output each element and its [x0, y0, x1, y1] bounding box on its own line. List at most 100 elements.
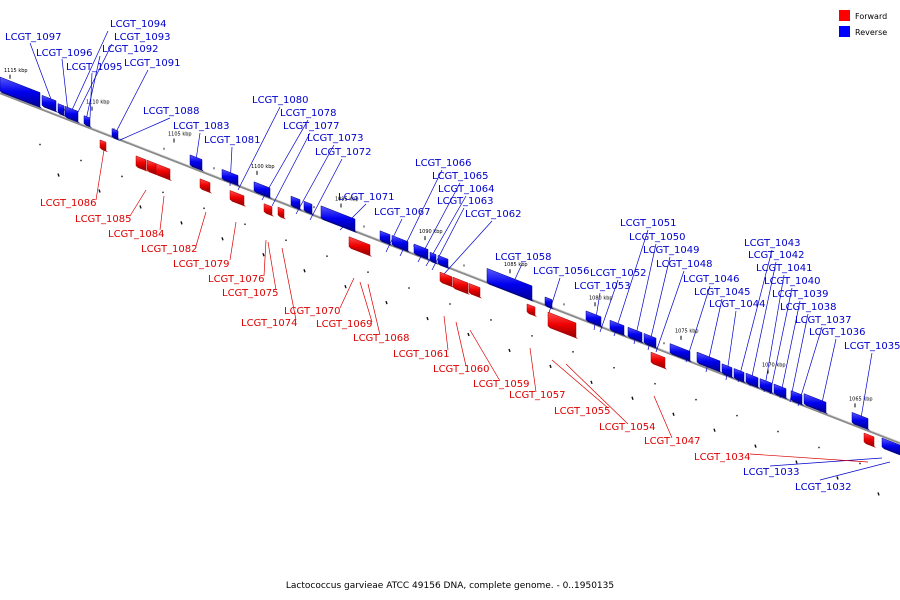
leader-line	[431, 207, 465, 271]
gene-shadow	[430, 260, 438, 265]
leader-line	[819, 338, 837, 413]
gene-lcgt-1042[interactable]	[745, 372, 759, 388]
gene-shadow	[278, 215, 286, 220]
dot	[508, 348, 511, 353]
gene-lcgt-1061[interactable]	[439, 271, 453, 287]
gene-lcgt-1046[interactable]	[669, 343, 691, 361]
gene-lcgt-1047[interactable]	[650, 351, 666, 368]
gene-lcgt-1079[interactable]	[229, 190, 245, 206]
gene-lcgt-1067[interactable]	[391, 235, 409, 252]
gene-lcgt-1094[interactable]	[64, 105, 79, 122]
gene-shadow	[697, 362, 722, 373]
gene-lcgt-1060[interactable]	[452, 276, 469, 294]
gene-lcgt-1082[interactable]	[199, 178, 211, 193]
gene-lcgt-1078[interactable]	[290, 195, 301, 210]
gene-shadow	[200, 187, 212, 194]
gene-lcgt-1086[interactable]	[99, 139, 107, 151]
gene-label: LCGT_1065	[432, 171, 489, 182]
dot	[490, 319, 492, 321]
gene-label: LCGT_1094	[110, 19, 167, 30]
gene-shadow	[321, 217, 357, 234]
gene-lcgt-1036[interactable]	[803, 393, 827, 413]
gene-lcgt-1033[interactable]	[881, 437, 900, 455]
gene-lcgt-1071[interactable]	[379, 230, 391, 245]
gene-shadow	[291, 205, 302, 211]
leader-line	[599, 279, 619, 333]
gene-lcgt-1076[interactable]	[263, 203, 273, 216]
gene-label: LCGT_1085	[75, 214, 132, 225]
gene-lcgt-1053[interactable]	[585, 310, 602, 327]
gene-shadow	[65, 116, 80, 124]
gene-lcgt-1049[interactable]	[643, 333, 657, 348]
gene-lcgt-1058[interactable]	[486, 268, 533, 301]
dot	[549, 364, 552, 369]
legend-label-forward: Forward	[855, 12, 887, 21]
gene-shadow	[651, 362, 667, 370]
leader-line	[195, 211, 207, 247]
dot	[877, 492, 880, 496]
gene-lcgt-1095[interactable]	[57, 103, 65, 116]
gene-label: LCGT_1082	[141, 244, 198, 255]
gene-lcgt-1084[interactable]	[146, 159, 157, 175]
gene-lcgt-1044[interactable]	[721, 363, 733, 378]
gene-label: LCGT_1045	[694, 287, 751, 298]
gene-shadow	[84, 123, 92, 128]
gene-lcgt-1057[interactable]	[526, 303, 536, 316]
gene-lcgt-1054[interactable]	[547, 311, 577, 338]
gene-lcgt-1066[interactable]	[413, 243, 429, 259]
gene-label: LCGT_1081	[204, 135, 261, 146]
dot	[80, 159, 82, 162]
gene-lcgt-1083[interactable]	[221, 168, 239, 185]
gene-lcgt-1062[interactable]	[437, 254, 449, 268]
gene-lcgt-1074[interactable]	[277, 206, 285, 218]
gene-lcgt-1045[interactable]	[696, 351, 721, 372]
gene-label: LCGT_1078	[280, 108, 337, 119]
gene-label: LCGT_1050	[629, 232, 686, 243]
gene-lcgt-1070[interactable]	[348, 236, 371, 256]
gene-lcgt-1085[interactable]	[135, 155, 147, 171]
gene-lcgt-1084b[interactable]	[155, 163, 171, 180]
gene-lcgt-1035[interactable]	[851, 411, 869, 429]
legend-label-reverse: Reverse	[855, 28, 887, 37]
dot	[613, 366, 615, 369]
label-leaders	[29, 30, 891, 481]
gene-lcgt-1059[interactable]	[468, 283, 481, 298]
gene-label: LCGT_1086	[40, 198, 97, 209]
gene-lcgt-1088[interactable]	[189, 154, 203, 170]
gene-shadow	[852, 422, 870, 431]
gene-shadow	[264, 211, 274, 217]
gene-lcgt-1093[interactable]	[83, 115, 91, 127]
gene-label: LCGT_1040	[764, 276, 821, 287]
gene-lcgt-1039[interactable]	[773, 383, 787, 399]
gene-lcgt-1080[interactable]	[253, 181, 271, 198]
gene-lcgt-1091[interactable]	[111, 128, 119, 140]
gene-label: LCGT_1071	[338, 192, 395, 203]
gene-lcgt-1050[interactable]	[627, 326, 643, 343]
gene-label: LCGT_1032	[795, 482, 852, 493]
gene-lcgt-1096[interactable]	[41, 94, 57, 112]
gene-lcgt-1043[interactable]	[733, 368, 745, 382]
gene-shadow	[586, 319, 603, 328]
gene-lcgt-1056[interactable]	[544, 296, 553, 309]
gene-lcgt-1072[interactable]	[320, 205, 356, 232]
gene-label: LCGT_1076	[208, 274, 265, 285]
gene-lcgt-1051[interactable]	[609, 319, 625, 336]
leader-line	[529, 347, 537, 393]
leader-line	[261, 119, 309, 201]
gene-lcgt-1041[interactable]	[759, 378, 773, 393]
gene-lcgt-1037[interactable]	[790, 390, 803, 405]
gene-label: LCGT_1048	[656, 259, 713, 270]
dot	[531, 334, 533, 337]
gene-lcgt-1097[interactable]	[0, 76, 41, 107]
dot	[590, 380, 593, 385]
gene-label: LCGT_1043	[744, 238, 801, 249]
leader-line	[159, 195, 165, 231]
dot	[736, 414, 738, 417]
gene-lcgt-1077[interactable]	[303, 200, 313, 214]
dot	[262, 253, 265, 257]
gene-lcgt-1064[interactable]	[429, 251, 437, 263]
gene-lcgt-1034[interactable]	[863, 432, 875, 447]
gene-labels: LCGT_1097 LCGT_1096 LCGT_1095 LCGT_1094 LCGT…	[5, 19, 900, 493]
gene-label: LCGT_1095	[66, 62, 123, 73]
